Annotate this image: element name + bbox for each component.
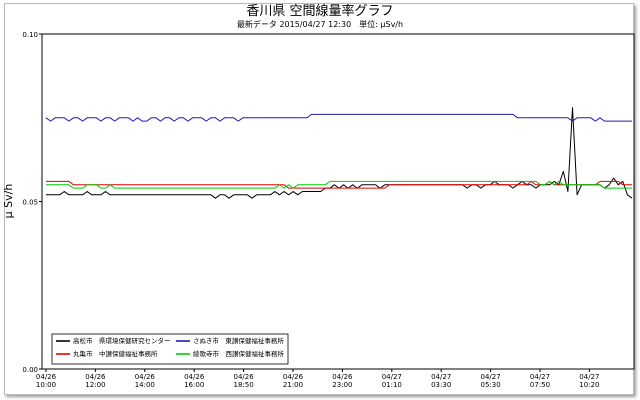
series-line-3 xyxy=(46,180,632,189)
series-line-1 xyxy=(46,180,632,189)
legend-label-0: 高松市 県環境保健研究センター xyxy=(73,336,171,345)
legend-label-2: さぬき市 東讃保健福祉事務所 xyxy=(193,336,284,345)
x-tick-date: 04/27 xyxy=(530,373,550,381)
x-tick-date: 04/26 xyxy=(184,373,205,381)
y-tick-label: 0.00 xyxy=(22,366,38,374)
y-axis-label: μ Sv/h xyxy=(2,184,15,219)
x-tick-date: 04/27 xyxy=(382,373,402,381)
x-tick-time: 12:00 xyxy=(85,381,105,389)
x-tick-time: 05:30 xyxy=(481,381,501,389)
chart-title: 香川県 空間線量率グラフ xyxy=(246,3,393,19)
x-tick-time: 16:00 xyxy=(184,381,204,389)
data-series xyxy=(45,107,633,199)
x-tick-time: 21:00 xyxy=(283,381,303,389)
series-line-2 xyxy=(45,113,632,122)
x-tick-time: 07:50 xyxy=(530,381,550,389)
x-axis-ticks: 04/2610:0004/2612:0004/2614:0004/2616:00… xyxy=(36,369,599,389)
x-tick-date: 04/27 xyxy=(431,373,451,381)
x-tick-date: 04/27 xyxy=(579,373,599,381)
x-tick-time: 01:10 xyxy=(382,381,402,389)
y-tick-label: 0.10 xyxy=(22,31,38,39)
legend-label-3: 綾歌寺市 西讃保健福祉事務所 xyxy=(193,349,285,358)
legend-label-1: 丸亀市 中讃保健福祉事務所 xyxy=(73,349,158,358)
x-tick-date: 04/26 xyxy=(36,373,57,381)
x-tick-time: 03:30 xyxy=(431,381,451,389)
x-tick-date: 04/27 xyxy=(481,373,501,381)
x-tick-time: 10:00 xyxy=(36,381,56,389)
x-tick-time: 23:00 xyxy=(332,381,352,389)
plot-area xyxy=(41,33,635,370)
x-tick-date: 04/26 xyxy=(135,373,156,381)
x-tick-date: 04/26 xyxy=(85,373,106,381)
legend-box xyxy=(51,333,289,365)
x-tick-date: 04/26 xyxy=(332,373,353,381)
chart-subtitle: 最新データ 2015/04/27 12:30 単位: μSv/h xyxy=(237,19,403,29)
x-tick-time: 10:20 xyxy=(579,381,599,389)
x-tick-time: 14:00 xyxy=(135,381,155,389)
x-tick-date: 04/26 xyxy=(283,373,304,381)
y-tick-label: 0.05 xyxy=(22,199,38,207)
y-axis-ticks: 0.00 0.05 0.10 xyxy=(22,31,42,374)
x-tick-date: 04/26 xyxy=(234,373,255,381)
x-tick-time: 18:50 xyxy=(234,381,254,389)
